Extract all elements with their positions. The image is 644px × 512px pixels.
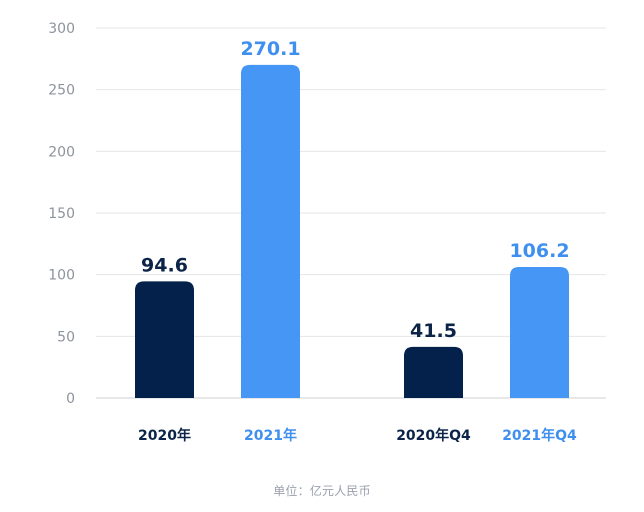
data-label: 270.1: [240, 38, 300, 60]
bar: [510, 267, 569, 398]
y-tick-label: 250: [48, 83, 75, 99]
y-tick-label: 100: [48, 268, 75, 284]
data-label: 106.2: [509, 240, 569, 262]
bar: [241, 64, 300, 399]
bar: [404, 346, 463, 398]
y-tick-label: 200: [48, 144, 75, 160]
y-tick-label: 300: [48, 21, 75, 37]
y-tick-label: 150: [48, 206, 75, 222]
x-tick-label: 2020年Q4: [396, 427, 471, 444]
x-tick-label: 2021年Q4: [502, 427, 577, 444]
x-tick-label: 2021年: [244, 427, 297, 444]
bar: [135, 281, 194, 398]
data-label: 94.6: [141, 254, 188, 276]
y-tick-label: 50: [57, 329, 75, 345]
data-label: 41.5: [410, 320, 457, 342]
x-tick-label: 2020年: [138, 427, 191, 444]
y-tick-label: 0: [66, 391, 75, 407]
unit-label: 单位：亿元人民币: [273, 484, 371, 498]
